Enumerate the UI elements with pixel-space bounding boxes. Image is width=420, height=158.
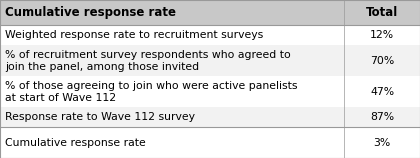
Text: 3%: 3%	[373, 137, 391, 148]
Text: % of recruitment survey respondents who agreed to
join the panel, among those in: % of recruitment survey respondents who …	[5, 50, 291, 72]
Text: 12%: 12%	[370, 30, 394, 40]
Text: Cumulative response rate: Cumulative response rate	[5, 6, 176, 19]
Bar	[0, 45, 420, 76]
Text: 47%: 47%	[370, 87, 394, 97]
Bar	[0, 0, 420, 25]
Text: 70%: 70%	[370, 56, 394, 66]
Bar	[0, 107, 420, 127]
Bar	[0, 127, 420, 158]
Text: % of those agreeing to join who were active panelists
at start of Wave 112: % of those agreeing to join who were act…	[5, 81, 297, 103]
Text: Response rate to Wave 112 survey: Response rate to Wave 112 survey	[5, 112, 195, 122]
Bar	[0, 76, 420, 107]
Text: Cumulative response rate: Cumulative response rate	[5, 137, 146, 148]
Text: Weighted response rate to recruitment surveys: Weighted response rate to recruitment su…	[5, 30, 263, 40]
Text: 87%: 87%	[370, 112, 394, 122]
Bar	[0, 25, 420, 45]
Text: Total: Total	[366, 6, 398, 19]
